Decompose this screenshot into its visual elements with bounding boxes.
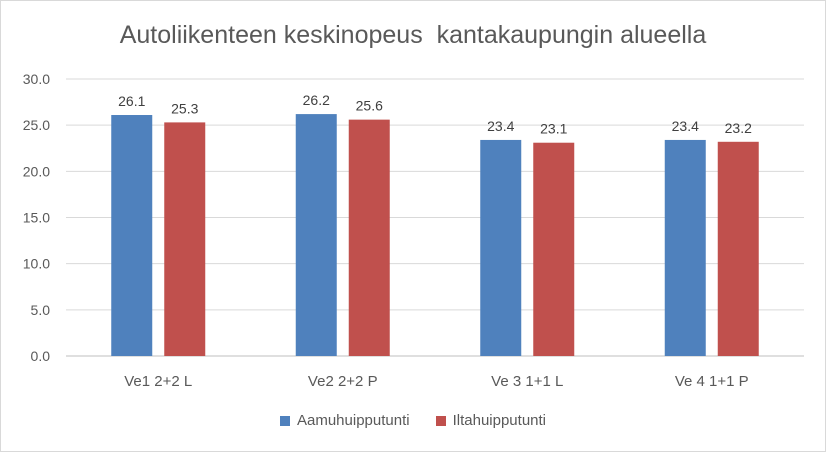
- bar-series1-2: [295, 114, 337, 356]
- x-tick-label-3: Ve 3 1+1 L: [491, 373, 563, 390]
- bar-series1-4: [664, 139, 706, 356]
- data-label-series2-4: 23.2: [725, 120, 752, 136]
- legend-item-series-1: Aamuhuipputunti: [280, 412, 410, 429]
- legend-label-series-1: Aamuhuipputunti: [297, 412, 410, 429]
- bar-series2-4: [717, 141, 759, 356]
- y-tick-label-6: 30.0: [23, 71, 50, 87]
- bar-series2-3: [533, 142, 575, 356]
- y-tick-label-0: 0.0: [31, 348, 51, 364]
- legend-swatch-series-1: [280, 415, 290, 426]
- legend: Aamuhuipputunti Iltahuipputunti: [1, 412, 825, 429]
- x-tick-label-2: Ve2 2+2 P: [308, 373, 378, 390]
- bar-series2-1: [164, 122, 206, 356]
- bar-series1-1: [111, 115, 153, 356]
- y-tick-label-5: 25.0: [23, 117, 50, 133]
- x-tick-label-1: Ve1 2+2 L: [124, 373, 192, 390]
- legend-swatch-series-2: [435, 415, 446, 426]
- data-label-series2-3: 23.1: [540, 121, 567, 137]
- bar-series2-2: [348, 119, 390, 356]
- data-label-series1-4: 23.4: [672, 118, 699, 134]
- chart-title: Autoliikenteen keskinopeus kantakaupungi…: [119, 21, 707, 49]
- y-tick-label-3: 15.0: [23, 210, 50, 226]
- data-label-series2-1: 25.3: [171, 100, 198, 116]
- legend-item-series-2: Iltahuipputunti: [435, 412, 546, 429]
- data-label-series1-2: 26.2: [303, 92, 330, 108]
- y-tick-label-4: 20.0: [23, 163, 50, 179]
- x-tick-label-4: Ve 4 1+1 P: [675, 373, 749, 390]
- data-label-series1-1: 26.1: [118, 93, 145, 109]
- y-tick-label-1: 5.0: [31, 302, 51, 318]
- bar-series1-3: [480, 139, 522, 356]
- y-tick-label-2: 10.0: [23, 256, 50, 272]
- data-label-series1-3: 23.4: [487, 118, 514, 134]
- legend-label-series-2: Iltahuipputunti: [452, 412, 546, 429]
- data-label-series2-2: 25.6: [356, 98, 383, 114]
